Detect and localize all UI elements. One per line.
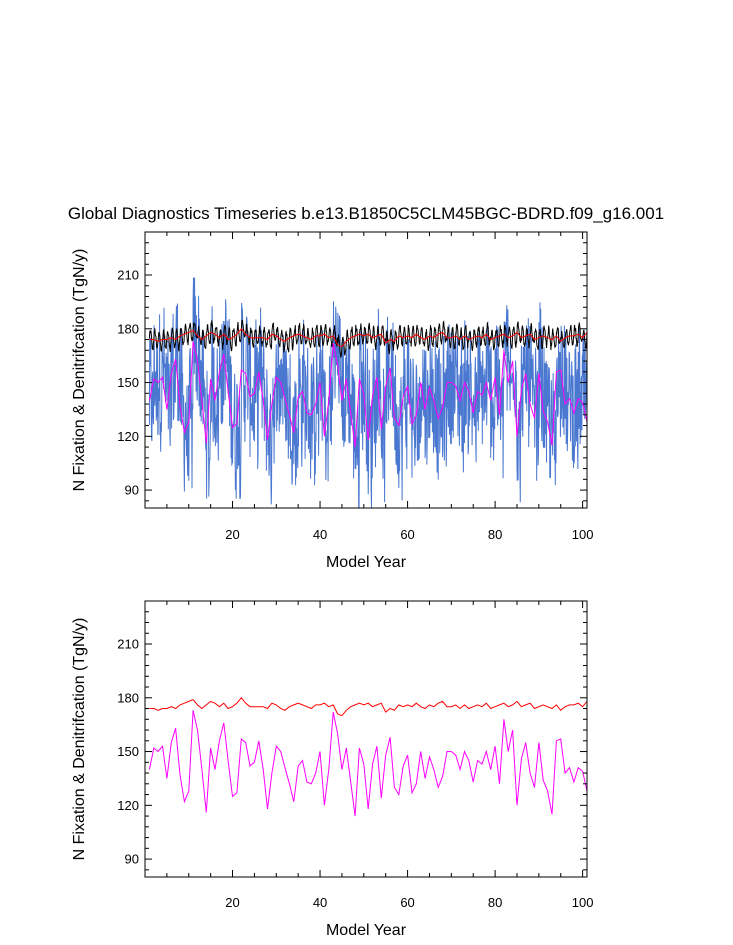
series-annual-n-fixation: [149, 697, 587, 717]
bottom-panel: 20 40 60 80 100 90 120 150 180 210 Model Year N Fix…: [71, 600, 594, 939]
y-tick-label: 210: [117, 268, 139, 283]
series-group: [148, 697, 587, 817]
series-group: [148, 277, 587, 508]
x-tick-label: 20: [225, 895, 239, 910]
series-annual-n-fixation: [149, 328, 587, 348]
y-tick-label: 90: [125, 483, 139, 498]
x-axis-label: Model Year: [326, 922, 407, 939]
y-tick-label: 150: [117, 744, 139, 759]
x-tick-label: 60: [400, 895, 414, 910]
x-tick-label: 80: [488, 527, 502, 542]
x-tick-label: 100: [572, 527, 594, 542]
series-annual-denitrification: [148, 341, 587, 448]
y-tick-label: 210: [117, 637, 139, 652]
y-tick-label: 180: [117, 690, 139, 705]
plot-frame: [144, 231, 588, 509]
x-tick-label: 80: [488, 895, 502, 910]
series-annual-denitrification: [148, 710, 587, 817]
y-axis-label: N Fixation & Denitrifcation (TgN/y): [71, 618, 88, 861]
chart-title: Global Diagnostics Timeseries b.e13.B185…: [68, 204, 664, 223]
x-tick-label: 60: [400, 527, 414, 542]
x-tick-label: 20: [225, 527, 239, 542]
y-tick-label: 150: [117, 375, 139, 390]
y-tick-label: 180: [117, 321, 139, 336]
x-tick-label: 40: [313, 895, 327, 910]
top-panel: 20 40 60 80 100 90 120 150 180 210 Model Year N Fix…: [71, 231, 594, 571]
y-tick-label: 120: [117, 798, 139, 813]
y-axis-label: N Fixation & Denitrifcation (TgN/y): [71, 249, 88, 492]
x-tick-label: 40: [313, 527, 327, 542]
x-axis-label: Model Year: [326, 554, 407, 571]
plot-frame: [144, 600, 588, 878]
x-tick-label: 100: [572, 895, 594, 910]
series-monthly-n-fixation: [148, 319, 587, 358]
y-tick-label: 120: [117, 429, 139, 444]
y-tick-label: 90: [125, 852, 139, 867]
